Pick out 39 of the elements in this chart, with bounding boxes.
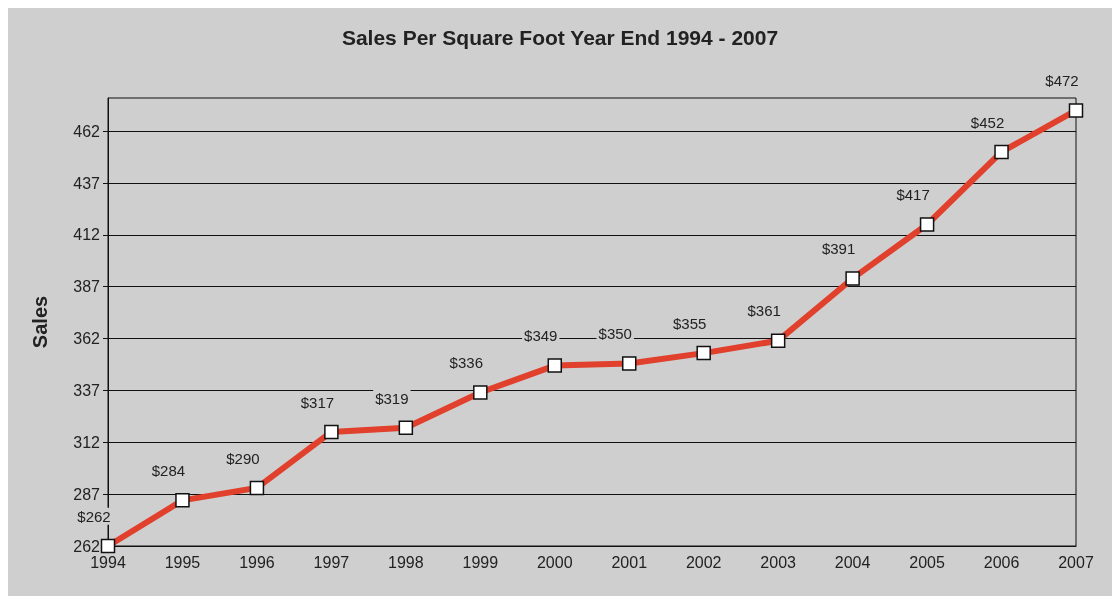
- x-tick-label: 1996: [239, 553, 275, 571]
- y-axis-title: Sales: [29, 295, 51, 349]
- y-tick-label: 287: [73, 485, 101, 503]
- data-label: $336: [449, 354, 483, 372]
- data-label: $452: [970, 113, 1005, 131]
- x-tick-label: 1997: [313, 553, 350, 571]
- x-tick-label: 1995: [164, 553, 201, 571]
- x-tick-label: 1998: [388, 553, 424, 571]
- y-tick-label: 337: [73, 381, 101, 399]
- y-tick-label: 387: [73, 278, 101, 296]
- data-label: $284: [151, 462, 186, 480]
- data-label: $391: [821, 240, 856, 258]
- x-tick-label: 2007: [1058, 553, 1094, 571]
- y-tick-label: 312: [73, 433, 101, 451]
- data-label: $349: [524, 327, 558, 345]
- y-tick-label: 262: [73, 537, 101, 555]
- x-tick-label: 1994: [90, 553, 126, 571]
- y-tick-label: 412: [73, 226, 101, 244]
- data-label: $317: [300, 393, 335, 411]
- chart-title: Sales Per Square Foot Year End 1994 - 2007: [341, 26, 779, 49]
- x-tick-label: 2000: [536, 553, 573, 571]
- data-label: $319: [375, 389, 409, 407]
- x-tick-label: 2005: [909, 553, 945, 571]
- data-label: $262: [77, 507, 111, 525]
- data-label: $290: [226, 449, 260, 467]
- x-tick-label: 1999: [462, 553, 499, 571]
- x-tick-label: 2001: [611, 553, 648, 571]
- y-tick-label: 462: [73, 122, 101, 140]
- y-tick-label: 437: [73, 174, 101, 192]
- x-tick-label: 2002: [685, 553, 722, 571]
- x-tick-label: 2004: [834, 553, 871, 571]
- y-tick-label: 362: [73, 330, 101, 348]
- data-label: $417: [896, 186, 930, 204]
- data-label: $350: [598, 325, 632, 343]
- data-label: $472: [1045, 72, 1079, 90]
- data-label: $355: [673, 314, 707, 332]
- x-tick-label: 2003: [760, 553, 797, 571]
- x-tick-label: 2006: [983, 553, 1020, 571]
- data-label: $361: [747, 302, 781, 320]
